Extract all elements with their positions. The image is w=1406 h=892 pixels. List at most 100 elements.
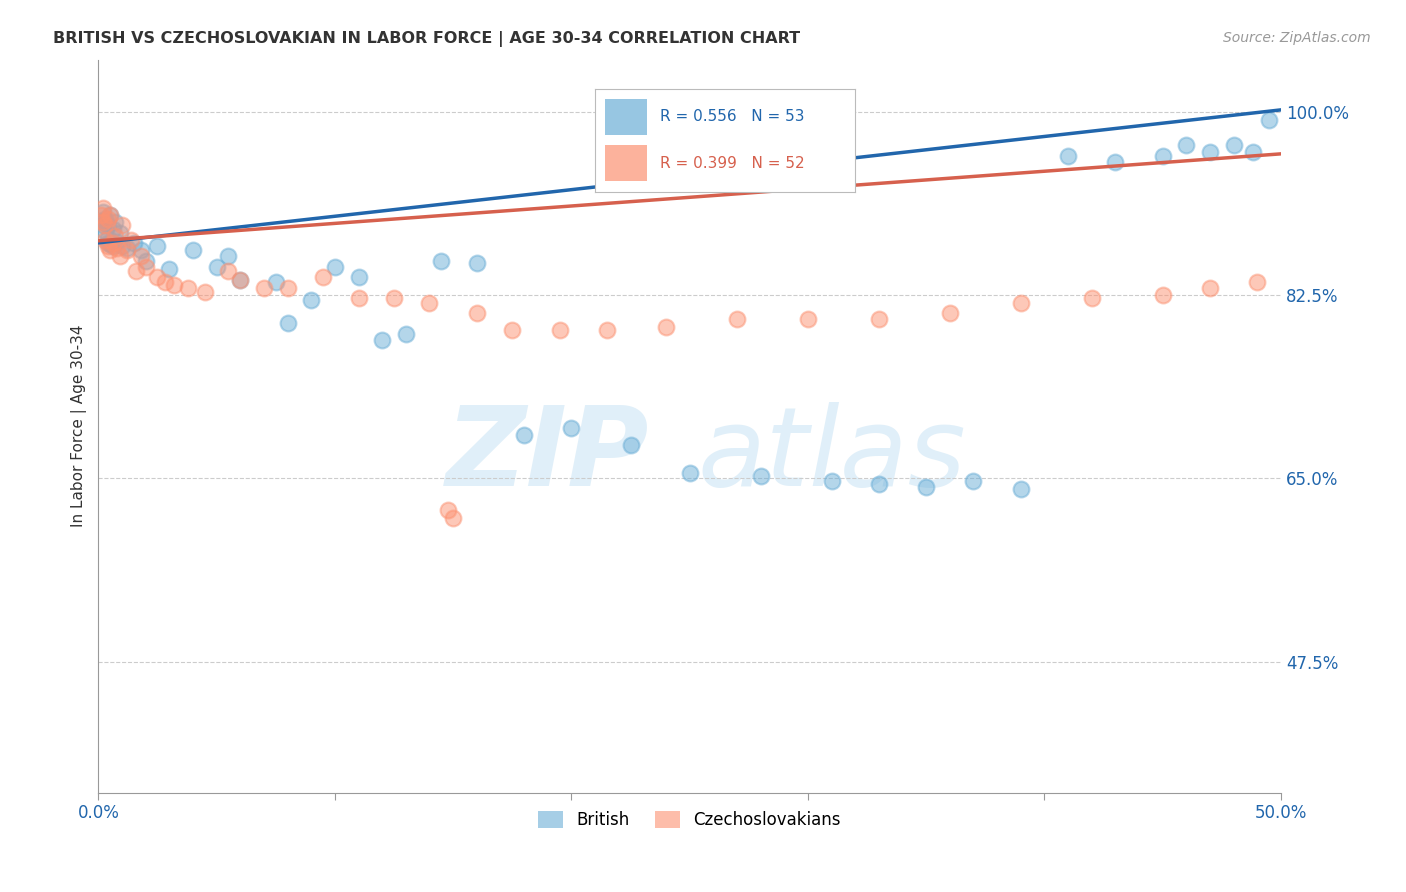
British [91, 218, 114, 232]
British [1258, 113, 1281, 128]
Czechoslovakians [177, 281, 200, 295]
Czechoslovakians [1080, 291, 1102, 305]
British [962, 474, 984, 488]
Czechoslovakians [94, 233, 117, 247]
Czechoslovakians [91, 202, 114, 216]
British [105, 235, 128, 249]
Czechoslovakians [1199, 281, 1222, 295]
Czechoslovakians [101, 235, 124, 250]
British [97, 218, 120, 232]
Text: Source: ZipAtlas.com: Source: ZipAtlas.com [1223, 31, 1371, 45]
Czechoslovakians [548, 323, 571, 337]
Czechoslovakians [1294, 264, 1316, 278]
British [90, 214, 112, 228]
Text: ZIP: ZIP [446, 402, 650, 509]
British [513, 427, 536, 442]
British [1104, 155, 1126, 169]
British [101, 239, 124, 253]
Czechoslovakians [90, 208, 112, 222]
British [323, 260, 346, 274]
British [122, 235, 145, 250]
British [108, 227, 131, 241]
Czechoslovakians [105, 241, 128, 255]
Czechoslovakians [163, 277, 186, 292]
British [181, 243, 204, 257]
Czechoslovakians [104, 228, 127, 243]
Czechoslovakians [217, 264, 239, 278]
British [395, 326, 418, 341]
Czechoslovakians [277, 281, 299, 295]
Czechoslovakians [418, 295, 440, 310]
British [98, 236, 121, 251]
Czechoslovakians [108, 250, 131, 264]
Czechoslovakians [797, 312, 820, 326]
British [277, 317, 299, 331]
Czechoslovakians [1152, 288, 1174, 302]
Czechoslovakians [98, 208, 121, 222]
Czechoslovakians [1010, 295, 1032, 310]
British [465, 256, 488, 270]
Czechoslovakians [596, 323, 619, 337]
British [135, 253, 157, 268]
British [299, 293, 322, 308]
British [1010, 482, 1032, 496]
Y-axis label: In Labor Force | Age 30-34: In Labor Force | Age 30-34 [72, 325, 87, 527]
British [619, 438, 641, 452]
Czechoslovakians [135, 260, 157, 274]
Czechoslovakians [97, 239, 120, 253]
Czechoslovakians [939, 306, 962, 320]
British [104, 215, 127, 229]
British [915, 480, 938, 494]
Czechoslovakians [437, 503, 460, 517]
British [430, 253, 453, 268]
British [97, 235, 120, 250]
Czechoslovakians [312, 270, 335, 285]
Text: BRITISH VS CZECHOSLOVAKIAN IN LABOR FORCE | AGE 30-34 CORRELATION CHART: BRITISH VS CZECHOSLOVAKIAN IN LABOR FORC… [53, 31, 800, 47]
British [749, 469, 772, 483]
British [560, 421, 582, 435]
Czechoslovakians [125, 264, 148, 278]
Czechoslovakians [1246, 275, 1268, 289]
Czechoslovakians [501, 323, 523, 337]
British [1175, 138, 1198, 153]
British [146, 239, 169, 253]
Czechoslovakians [253, 281, 276, 295]
British [264, 275, 287, 289]
Czechoslovakians [98, 243, 121, 257]
British [98, 208, 121, 222]
Czechoslovakians [129, 250, 152, 264]
Czechoslovakians [382, 291, 405, 305]
Text: atlas: atlas [697, 402, 966, 509]
Legend: British, Czechoslovakians: British, Czechoslovakians [531, 804, 848, 836]
Czechoslovakians [94, 218, 117, 232]
British [129, 243, 152, 257]
Czechoslovakians [441, 511, 464, 525]
British [1199, 145, 1222, 159]
British [94, 224, 117, 238]
British [94, 211, 117, 226]
Czechoslovakians [347, 291, 370, 305]
British [679, 467, 702, 481]
Czechoslovakians [146, 270, 169, 285]
Czechoslovakians [121, 233, 143, 247]
Czechoslovakians [115, 243, 138, 257]
British [347, 270, 370, 285]
British [157, 262, 180, 277]
British [229, 272, 252, 286]
British [371, 333, 394, 347]
Czechoslovakians [725, 312, 748, 326]
Czechoslovakians [111, 218, 134, 232]
British [868, 476, 890, 491]
Czechoslovakians [1317, 260, 1340, 274]
British [217, 250, 239, 264]
British [97, 230, 120, 244]
British [101, 222, 124, 236]
Czechoslovakians [194, 285, 217, 299]
British [1222, 138, 1244, 153]
Czechoslovakians [1341, 505, 1364, 519]
British [1057, 149, 1080, 163]
Czechoslovakians [868, 312, 890, 326]
Czechoslovakians [153, 275, 176, 289]
British [115, 241, 138, 255]
British [1152, 149, 1174, 163]
